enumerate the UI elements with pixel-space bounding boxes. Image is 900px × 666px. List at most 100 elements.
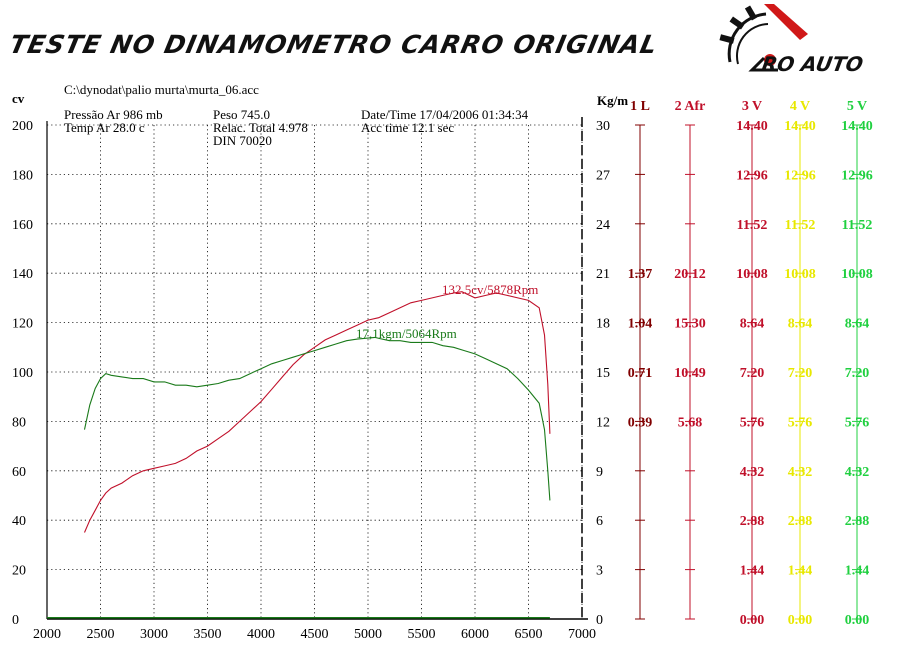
header-temp: Temp Ar 28.0 c bbox=[64, 120, 145, 135]
channel-value: 8.64 bbox=[740, 317, 765, 332]
x-tick-label: 6000 bbox=[461, 627, 489, 642]
channel-value: 2.88 bbox=[845, 514, 870, 529]
annotation-power: 132.5cv/5878Rpm bbox=[442, 282, 538, 297]
channel-value: 0.00 bbox=[845, 613, 870, 628]
header-date: Date/Time 17/04/2006 01:34:34 bbox=[361, 107, 529, 122]
x-tick-label: 2500 bbox=[87, 627, 115, 642]
channel-value: 12.96 bbox=[736, 168, 768, 183]
channel-value: 10.49 bbox=[674, 366, 706, 381]
channel-value: 8.64 bbox=[788, 317, 813, 332]
chart-series bbox=[47, 291, 551, 619]
x-tick-label: 5500 bbox=[408, 627, 436, 642]
left-tick-label: 20 bbox=[12, 564, 26, 579]
channel-value: 5.76 bbox=[740, 415, 765, 430]
left-tick-label: 120 bbox=[12, 317, 33, 332]
header-file: C:\dynodat\palio murta\murta_06.acc bbox=[64, 82, 259, 97]
channel-columns: 1 L 1.37 1.04 0.71 0.39 2 Afr 20.12 15.30 10.49 5… bbox=[628, 99, 873, 628]
right-tick-label: 9 bbox=[596, 465, 603, 480]
chart-ticks: 0204060801001201401601802000369121518212… bbox=[12, 119, 610, 642]
channel-value: 1.44 bbox=[845, 564, 870, 579]
right-axis-label: Kg/m bbox=[597, 93, 628, 108]
channel-value: 14.40 bbox=[736, 119, 768, 134]
left-tick-label: 200 bbox=[12, 119, 33, 134]
channel-value: 14.40 bbox=[841, 119, 873, 134]
x-tick-label: 3500 bbox=[194, 627, 222, 642]
left-tick-label: 0 bbox=[12, 613, 19, 628]
left-tick-label: 100 bbox=[12, 366, 33, 381]
channel-label: 1 L bbox=[630, 99, 650, 114]
left-tick-label: 160 bbox=[12, 218, 33, 233]
chart-annotations: 132.5cv/5878Rpm 17,1kgm/5064Rpm bbox=[356, 282, 538, 341]
x-tick-label: 6500 bbox=[515, 627, 543, 642]
channel-value: 5.68 bbox=[678, 415, 703, 430]
channel-value: 0.00 bbox=[788, 613, 813, 628]
channel-value: 14.40 bbox=[784, 119, 816, 134]
channel-value: 5.76 bbox=[845, 415, 870, 430]
channel-value: 0.71 bbox=[628, 366, 653, 381]
channel-value: 10.08 bbox=[736, 267, 768, 282]
channel-value: 12.96 bbox=[784, 168, 816, 183]
chart-frame bbox=[46, 117, 588, 620]
left-tick-label: 180 bbox=[12, 168, 33, 183]
channel-value: 2.88 bbox=[788, 514, 813, 529]
right-tick-label: 0 bbox=[596, 613, 603, 628]
channel-value: 5.76 bbox=[788, 415, 813, 430]
header-acc: Acc time 12.1 sec bbox=[361, 120, 454, 135]
channel-value: 8.64 bbox=[845, 317, 870, 332]
channel-value: 4.32 bbox=[740, 465, 765, 480]
header-relac: Relac. Total 4.978 bbox=[213, 120, 308, 135]
header-din: DIN 70020 bbox=[213, 133, 272, 148]
right-tick-label: 24 bbox=[596, 218, 610, 233]
right-tick-label: 27 bbox=[596, 168, 610, 183]
channel-value: 10.08 bbox=[841, 267, 873, 282]
channel-value: 0.00 bbox=[740, 613, 765, 628]
channel-value: 1.04 bbox=[628, 317, 653, 332]
x-tick-label: 4500 bbox=[301, 627, 329, 642]
channel-value: 4.32 bbox=[788, 465, 813, 480]
left-axis-label: cv bbox=[12, 91, 25, 106]
left-tick-label: 40 bbox=[12, 514, 26, 529]
channel-value: 11.52 bbox=[785, 218, 816, 233]
channel-value: 1.37 bbox=[628, 267, 653, 282]
right-tick-label: 21 bbox=[596, 267, 610, 282]
x-tick-label: 3000 bbox=[140, 627, 168, 642]
right-tick-label: 3 bbox=[596, 564, 603, 579]
channel-value: 15.30 bbox=[674, 317, 706, 332]
channel-value: 11.52 bbox=[842, 218, 873, 233]
right-tick-label: 6 bbox=[596, 514, 603, 529]
channel-value: 7.20 bbox=[788, 366, 813, 381]
header-pressao: Pressão Ar 986 mb bbox=[64, 107, 163, 122]
channel-value: 4.32 bbox=[845, 465, 870, 480]
channel-value: 20.12 bbox=[674, 267, 706, 282]
chart-grid bbox=[46, 124, 583, 620]
banner: TESTE NO DINAMOMETRO CARRO ORIGINAL RO A… bbox=[0, 0, 900, 84]
channel-value: 7.20 bbox=[740, 366, 765, 381]
channel-value: 7.20 bbox=[845, 366, 870, 381]
left-tick-label: 80 bbox=[12, 415, 26, 430]
channel-label: 3 V bbox=[742, 99, 762, 114]
series-power-line bbox=[83, 291, 551, 533]
channel-value: 11.52 bbox=[737, 218, 768, 233]
x-tick-label: 2000 bbox=[33, 627, 61, 642]
right-tick-label: 30 bbox=[596, 119, 610, 134]
right-tick-label: 15 bbox=[596, 366, 610, 381]
left-tick-label: 60 bbox=[12, 465, 26, 480]
channel-label: 2 Afr bbox=[675, 99, 706, 114]
channel-value: 10.08 bbox=[784, 267, 816, 282]
annotation-torque: 17,1kgm/5064Rpm bbox=[356, 326, 457, 341]
channel-value: 12.96 bbox=[841, 168, 873, 183]
x-tick-label: 4000 bbox=[247, 627, 275, 642]
series-torque-line bbox=[83, 336, 551, 501]
left-tick-label: 140 bbox=[12, 267, 33, 282]
header-peso: Peso 745.0 bbox=[213, 107, 270, 122]
right-tick-label: 18 bbox=[596, 317, 610, 332]
right-tick-label: 12 bbox=[596, 415, 610, 430]
channel-value: 2.88 bbox=[740, 514, 765, 529]
x-tick-label: 5000 bbox=[354, 627, 382, 642]
channel-value: 1.44 bbox=[788, 564, 813, 579]
channel-value: 0.39 bbox=[628, 415, 653, 430]
logo-gauge-icon bbox=[719, 4, 808, 72]
x-tick-label: 7000 bbox=[568, 627, 596, 642]
channel-label: 5 V bbox=[847, 99, 867, 114]
